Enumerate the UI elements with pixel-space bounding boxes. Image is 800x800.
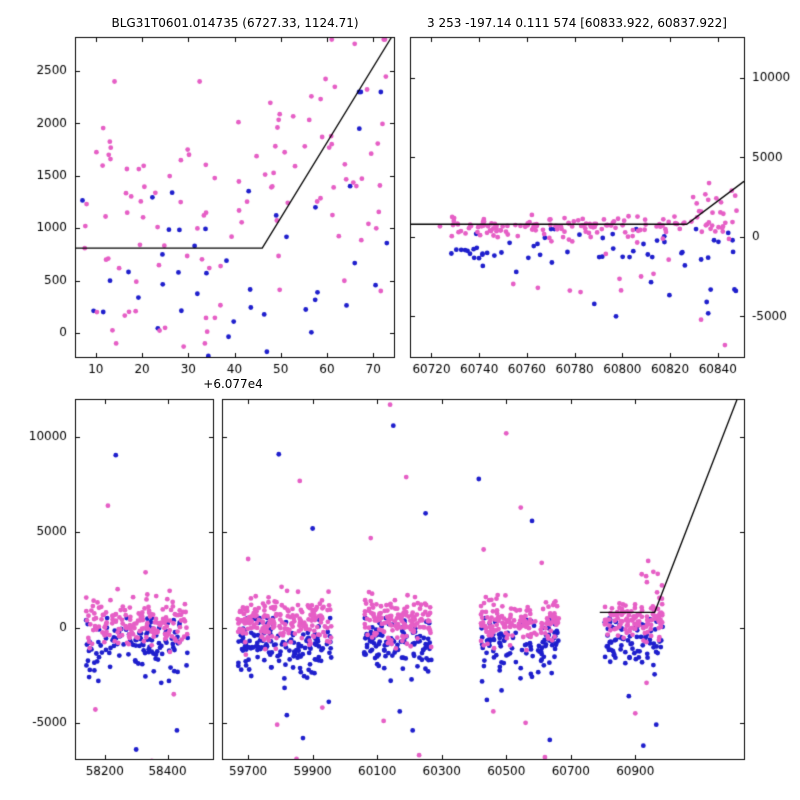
panel-top-right-title: 3 253 -197.14 0.111 574 [60833.922, 6083… xyxy=(427,16,727,30)
x-axis-offset-label: +6.077e4 xyxy=(203,377,263,391)
panel-top-left-title: BLG31T0601.014735 (6727.33, 1124.71) xyxy=(111,16,359,30)
